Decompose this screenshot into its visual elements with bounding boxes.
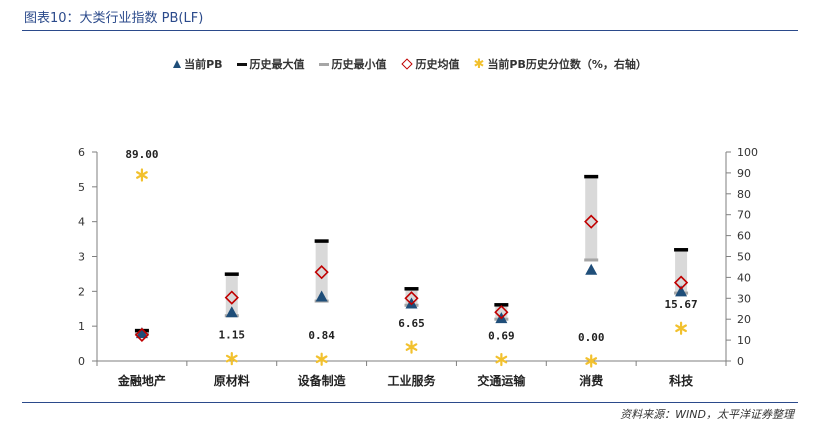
y-left-tick-label: 1	[78, 320, 85, 333]
y-left-tick-label: 4	[78, 216, 85, 229]
percentile-marker	[225, 351, 238, 366]
percentile-data-label: 0.00	[578, 331, 605, 344]
current-marker	[315, 290, 328, 302]
legend-mean: 历史均值	[400, 56, 460, 72]
figure-header: 图表10：大类行业指数 PB(LF)	[0, 0, 820, 32]
mean-marker	[494, 305, 509, 320]
y-right-tick-label: 20	[737, 313, 751, 326]
legend-pct: ✱ 当前PB历史分位数（%，右轴）	[474, 56, 647, 72]
percentile-data-label: 15.67	[665, 298, 698, 311]
current-marker	[405, 297, 418, 309]
x-category-label: 消费	[579, 373, 603, 388]
percentile-data-label: 6.65	[398, 317, 425, 330]
triangle-icon	[173, 60, 182, 68]
y-right-tick-label: 70	[737, 209, 751, 222]
y-right-tick-label: 0	[737, 355, 744, 368]
max-marker	[674, 248, 689, 252]
y-left-tick-label: 2	[78, 285, 85, 298]
percentile-data-label: 1.15	[219, 329, 246, 342]
percentile-marker	[315, 352, 328, 366]
min-marker	[584, 258, 599, 262]
y-left-tick-label: 6	[78, 146, 85, 159]
y-right-tick-label: 80	[737, 188, 751, 201]
gray-dash-icon	[318, 62, 329, 66]
y-left-tick-label: 5	[78, 181, 85, 194]
y-right-tick-label: 10	[737, 334, 751, 347]
percentile-marker	[585, 354, 598, 368]
range-bar	[585, 176, 598, 260]
legend-min-label: 历史最小值	[331, 58, 387, 71]
legend-current-label: 当前PB	[184, 58, 223, 71]
x-category-label: 科技	[669, 373, 694, 388]
mean-marker	[404, 291, 419, 306]
percentile-data-label: 0.84	[308, 329, 335, 342]
max-marker	[224, 272, 239, 276]
title-rule	[22, 30, 798, 31]
percentile-marker	[675, 321, 687, 335]
legend: 当前PB 历史最大值 历史最小值 历史均值 ✱ 当前PB历史分位数（%，右轴）	[0, 54, 820, 74]
percentile-marker	[136, 168, 148, 182]
x-category-label: 金融地产	[117, 373, 166, 388]
footer-rule	[22, 402, 798, 403]
legend-max-label: 历史最大值	[249, 58, 305, 71]
current-marker	[675, 285, 688, 297]
legend-max: 历史最大值	[236, 56, 305, 72]
current-marker	[585, 263, 598, 275]
mean-marker	[584, 214, 599, 229]
x-category-label: 设备制造	[298, 373, 347, 388]
legend-pct-label: 当前PB历史分位数（%，右轴）	[487, 58, 647, 71]
max-marker	[314, 239, 329, 243]
mean-marker	[224, 290, 239, 305]
y-left-tick-label: 0	[78, 355, 85, 368]
range-bar	[225, 273, 238, 316]
figure-title: 图表10：大类行业指数 PB(LF)	[24, 11, 204, 26]
source-note: 资料来源：WIND，太平洋证券整理	[620, 408, 794, 421]
legend-current: 当前PB	[173, 56, 223, 72]
y-right-tick-label: 100	[737, 146, 758, 159]
range-bar	[315, 240, 328, 302]
range-bar	[675, 249, 688, 294]
x-category-label: 工业服务	[387, 373, 436, 388]
y-right-tick-label: 30	[737, 292, 751, 305]
max-marker	[494, 303, 509, 307]
percentile-data-label: 89.00	[125, 148, 158, 161]
percentile-data-label: 0.69	[488, 330, 515, 343]
legend-min: 历史最小值	[318, 56, 387, 72]
y-right-tick-label: 50	[737, 251, 751, 264]
legend-mean-label: 历史均值	[415, 58, 460, 71]
max-marker	[584, 174, 599, 179]
x-category-label: 原材料	[214, 373, 250, 388]
percentile-marker	[405, 340, 418, 354]
current-marker	[135, 327, 148, 339]
x-category-label: 交通运输	[477, 373, 526, 388]
mean-marker	[134, 327, 150, 343]
y-right-tick-label: 90	[737, 167, 751, 180]
current-marker	[225, 306, 238, 318]
asterisk-icon: ✱	[473, 56, 485, 72]
mean-marker	[314, 265, 329, 280]
percentile-marker	[495, 352, 508, 367]
y-right-tick-label: 40	[737, 271, 751, 284]
black-dash-icon	[236, 62, 247, 66]
mean-marker	[673, 275, 689, 290]
max-marker	[404, 287, 419, 291]
y-right-tick-label: 60	[737, 230, 751, 243]
y-left-tick-label: 3	[78, 251, 85, 264]
